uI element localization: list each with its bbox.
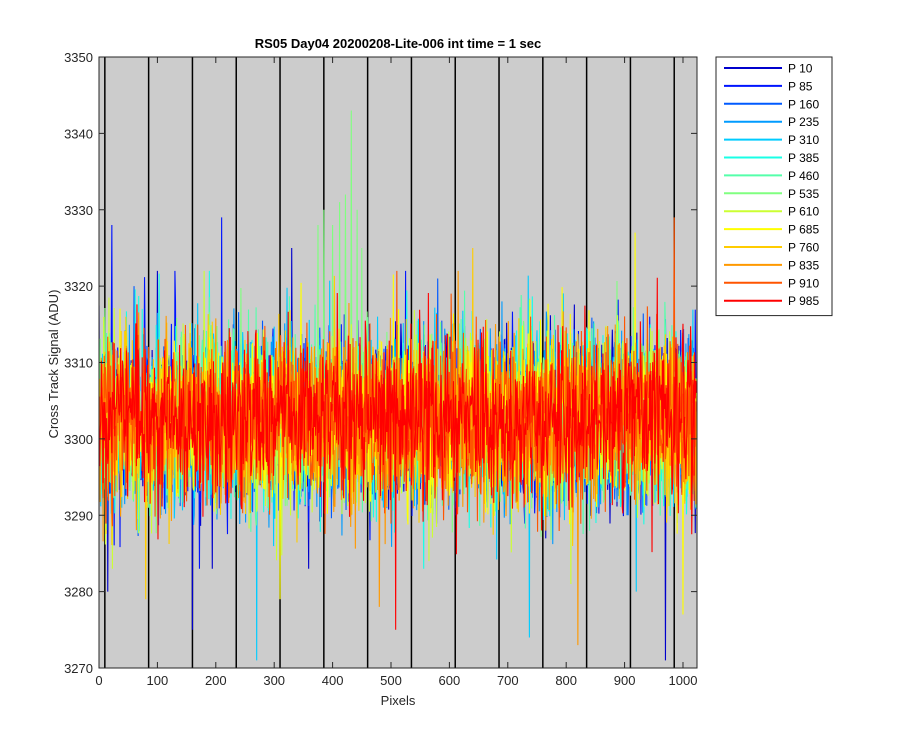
x-tick-label: 300: [263, 673, 285, 688]
x-tick-label: 400: [322, 673, 344, 688]
x-tick-label: 100: [147, 673, 169, 688]
x-tick-label: 500: [380, 673, 402, 688]
y-axis-label: Cross Track Signal (ADU): [46, 290, 61, 439]
series-lines: [99, 110, 697, 661]
y-tick-label: 3330: [64, 203, 93, 218]
y-tick-label: 3320: [64, 279, 93, 294]
x-tick-label: 900: [614, 673, 636, 688]
y-tick-label: 3270: [64, 661, 93, 676]
x-tick-label: 0: [95, 673, 102, 688]
legend-entry-label: P 985: [788, 294, 819, 308]
legend-entry-label: P 385: [788, 151, 819, 165]
legend-entry-label: P 835: [788, 258, 819, 272]
x-tick-label: 700: [497, 673, 519, 688]
y-tick-label: 3340: [64, 126, 93, 141]
legend-entry-label: P 460: [788, 169, 819, 183]
plot-area: 0 100 200 300 400 500 600 700 800 900 1000 3270 3280…: [64, 50, 698, 688]
x-tick-label: 200: [205, 673, 227, 688]
x-axis-label: Pixels: [381, 693, 416, 708]
legend-entry-label: P 85: [788, 79, 813, 93]
legend-entry-label: P 610: [788, 205, 819, 219]
legend-entry-label: P 685: [788, 223, 819, 237]
legend-entry-label: P 910: [788, 276, 819, 290]
legend-entry-label: P 760: [788, 241, 819, 255]
y-tick-label: 3300: [64, 432, 93, 447]
y-tick-label: 3350: [64, 50, 93, 65]
y-tick-label: 3290: [64, 508, 93, 523]
legend-entry-label: P 310: [788, 133, 819, 147]
y-tick-label: 3280: [64, 585, 93, 600]
legend-box: [715, 56, 833, 317]
x-tick-label: 600: [439, 673, 461, 688]
y-tick-label: 3310: [64, 356, 93, 371]
x-tick-label: 1000: [669, 673, 698, 688]
legend-entry-label: P 160: [788, 97, 819, 111]
chart-title: RS05 Day04 20200208-Lite-006 int time = …: [255, 36, 542, 51]
legend-entry-label: P 535: [788, 187, 819, 201]
legend-entry-label: P 235: [788, 115, 819, 129]
legend-entry-label: P 10: [788, 62, 813, 76]
x-tick-label: 800: [555, 673, 577, 688]
series-line-p985: [99, 277, 697, 630]
legend: P 10 P 85 P 160 P 235 P 310 P 385 P 460 P 535 P …: [715, 56, 833, 317]
